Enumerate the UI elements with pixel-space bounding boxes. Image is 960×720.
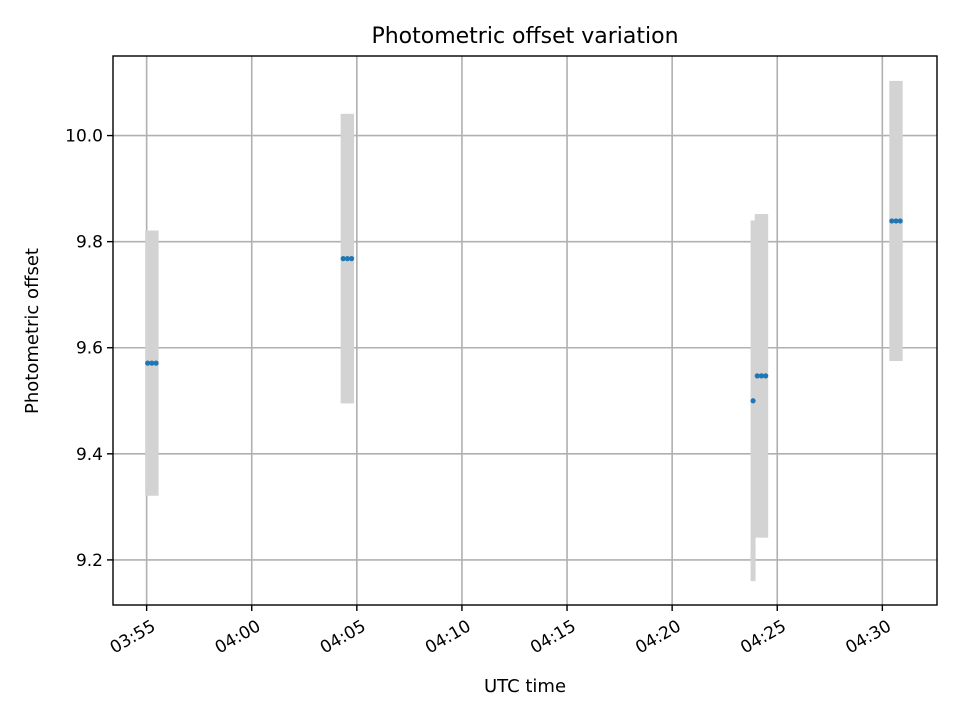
- data-point: [754, 373, 760, 379]
- x-axis-label: UTC time: [484, 676, 566, 697]
- plot-area: [113, 56, 937, 605]
- y-tick-label: 9.6: [76, 339, 103, 359]
- data-point: [348, 256, 355, 262]
- data-points: [145, 218, 903, 404]
- y-tick-label: 10.0: [65, 127, 103, 147]
- data-point: [750, 398, 756, 404]
- data-point: [758, 373, 765, 379]
- data-point: [893, 218, 899, 224]
- data-point: [763, 373, 769, 379]
- data-point: [340, 256, 346, 262]
- y-tick-label: 9.2: [76, 551, 103, 571]
- data-point: [153, 360, 159, 366]
- chart-title: Photometric offset variation: [371, 24, 678, 49]
- y-axis-label: Photometric offset: [22, 248, 43, 414]
- data-point: [344, 256, 350, 262]
- data-point: [897, 218, 903, 224]
- data-point: [889, 218, 895, 224]
- data-point: [149, 360, 155, 366]
- data-point: [145, 360, 151, 366]
- y-tick-label: 9.4: [76, 445, 103, 465]
- plot-frame: [112, 55, 938, 606]
- y-tick-label: 9.8: [76, 233, 103, 253]
- grid-lines: [113, 56, 937, 605]
